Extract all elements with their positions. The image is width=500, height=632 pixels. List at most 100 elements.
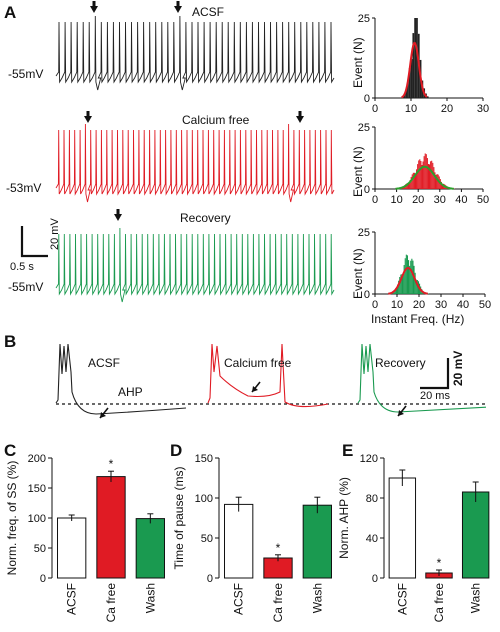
significance-star: *	[437, 556, 442, 570]
rmp-label-recovery: -55mV	[8, 280, 43, 294]
hist-bar	[406, 183, 408, 189]
panel-e-letter: E	[342, 441, 353, 460]
bar-category-label: Wash	[469, 583, 483, 613]
hist-bar	[424, 153, 426, 189]
panel-b-label-acsf: ACSF	[88, 356, 120, 370]
hist-xtick-label: 0	[372, 299, 378, 311]
bar	[96, 476, 126, 579]
hist-xtick-label: 10	[405, 103, 417, 115]
hist-xtick-label: 0	[372, 194, 378, 206]
hist-ytick-label: 0	[364, 289, 370, 301]
pause-arrow-stem	[176, 1, 180, 6]
hist-bar	[403, 265, 405, 294]
bar-category-label: Ca free	[271, 583, 285, 623]
hist-bar	[420, 161, 422, 189]
bar-ytick-label: 40	[366, 533, 378, 545]
ahp-arrow-head	[398, 410, 404, 416]
hist-bar	[432, 162, 434, 189]
hist-bar	[400, 274, 402, 294]
spike-train-path	[55, 15, 335, 91]
hist-bar	[427, 164, 429, 189]
hist-bar	[425, 154, 427, 189]
bar-ytick-label: 120	[360, 453, 378, 465]
histogram-acsf: 0 25 0 10 20 30	[358, 13, 489, 115]
hist-bar	[422, 161, 424, 189]
hist-bar	[405, 254, 407, 294]
panel-b-label-recovery: Recovery	[375, 356, 426, 370]
pause-arrow	[296, 116, 304, 123]
hist-bar	[405, 89, 408, 98]
bar-ylabel: Norm. freq. of SS (%)	[5, 461, 19, 576]
bar-ylabel: Time of pause (ms)	[172, 467, 186, 570]
waveform-trace	[207, 343, 329, 408]
pause-arrow	[114, 214, 122, 221]
bar-chart-d: 0 50 100 150 Time of pause (ms) ACSF * Ca free W…	[172, 453, 332, 623]
bar-category-label: Wash	[143, 583, 157, 613]
hist-bar	[394, 289, 396, 294]
hist-bar	[414, 272, 416, 294]
hist-bar	[395, 288, 397, 294]
pause-arrow	[174, 6, 182, 13]
hist-xtick-label: 30	[435, 299, 447, 311]
significance-star: *	[276, 541, 281, 555]
hist-bar	[401, 274, 403, 294]
bar	[57, 517, 87, 579]
hist-xtick-label: 40	[455, 194, 467, 206]
hist-bar	[436, 174, 438, 189]
waveform-trace	[357, 343, 487, 413]
hist-bar	[416, 18, 418, 98]
rmp-label-acsf: -55mV	[8, 67, 43, 81]
hist-bar	[412, 172, 414, 189]
hist-bar	[421, 165, 423, 189]
hist-bar	[406, 255, 408, 294]
bar	[461, 491, 490, 579]
hist-bar	[399, 276, 401, 294]
hist-fit-curve	[395, 165, 454, 190]
hist-bar	[411, 174, 413, 189]
hist-bar	[408, 182, 410, 189]
bar-ytick-label: 0	[40, 573, 46, 585]
bar-category-label: ACSF	[232, 583, 246, 615]
panel-a-letter: A	[4, 3, 16, 22]
hist-bar	[412, 260, 414, 294]
ahp-label: AHP	[118, 385, 143, 399]
hist-bar	[398, 280, 400, 294]
hist-bar	[426, 158, 428, 189]
panel-d-letter: D	[170, 441, 182, 460]
significance-star: *	[109, 457, 114, 471]
bar-ytick-label: 200	[28, 453, 46, 465]
hist-axes	[374, 232, 485, 295]
hist-bar	[411, 258, 413, 294]
panel-b-label-calcium-free: Calcium free	[224, 356, 292, 370]
bar-ytick-label: 150	[28, 483, 46, 495]
bar	[302, 504, 332, 579]
panel-c-letter: C	[4, 441, 16, 460]
hist-bar	[419, 159, 421, 189]
pause-arrow	[90, 6, 98, 13]
hist-bar	[416, 279, 418, 294]
hist-ytick-label: 25	[358, 227, 370, 239]
spike-train-path	[55, 123, 335, 203]
hist-ylabel-3: Event (N)	[351, 248, 365, 299]
bar-chart-e: 0 40 80 120 Norm. AHP (%) ACSF * Ca free Wash	[337, 453, 490, 622]
hist-xtick-label: 20	[441, 103, 453, 115]
hist-ytick-label: 25	[358, 122, 370, 134]
histogram-calcium-free: 0 25 0 10 20 30 40 50	[358, 122, 489, 206]
bar-ylabel: Norm. AHP (%)	[337, 477, 351, 559]
trace-calcium-free	[55, 111, 335, 203]
hist-bar	[416, 169, 418, 189]
scale-bar-b-time: 20 ms	[420, 390, 450, 402]
hist-xtick-label: 50	[477, 194, 489, 206]
hist-bar	[414, 18, 417, 98]
scale-bar-b: 20 mV 20 ms	[420, 351, 465, 402]
hist-ytick-label: 0	[364, 184, 370, 196]
hist-bar	[404, 258, 406, 294]
panel-b-letter: B	[4, 332, 16, 351]
hist-ylabel-1: Event (N)	[351, 37, 365, 88]
hist-bar	[413, 172, 415, 189]
hist-xtick-label: 30	[434, 194, 446, 206]
pause-arrow-stem	[298, 111, 302, 116]
bar-ytick-label: 100	[28, 513, 46, 525]
hist-bar	[417, 164, 419, 189]
waveform-trace	[55, 343, 187, 415]
